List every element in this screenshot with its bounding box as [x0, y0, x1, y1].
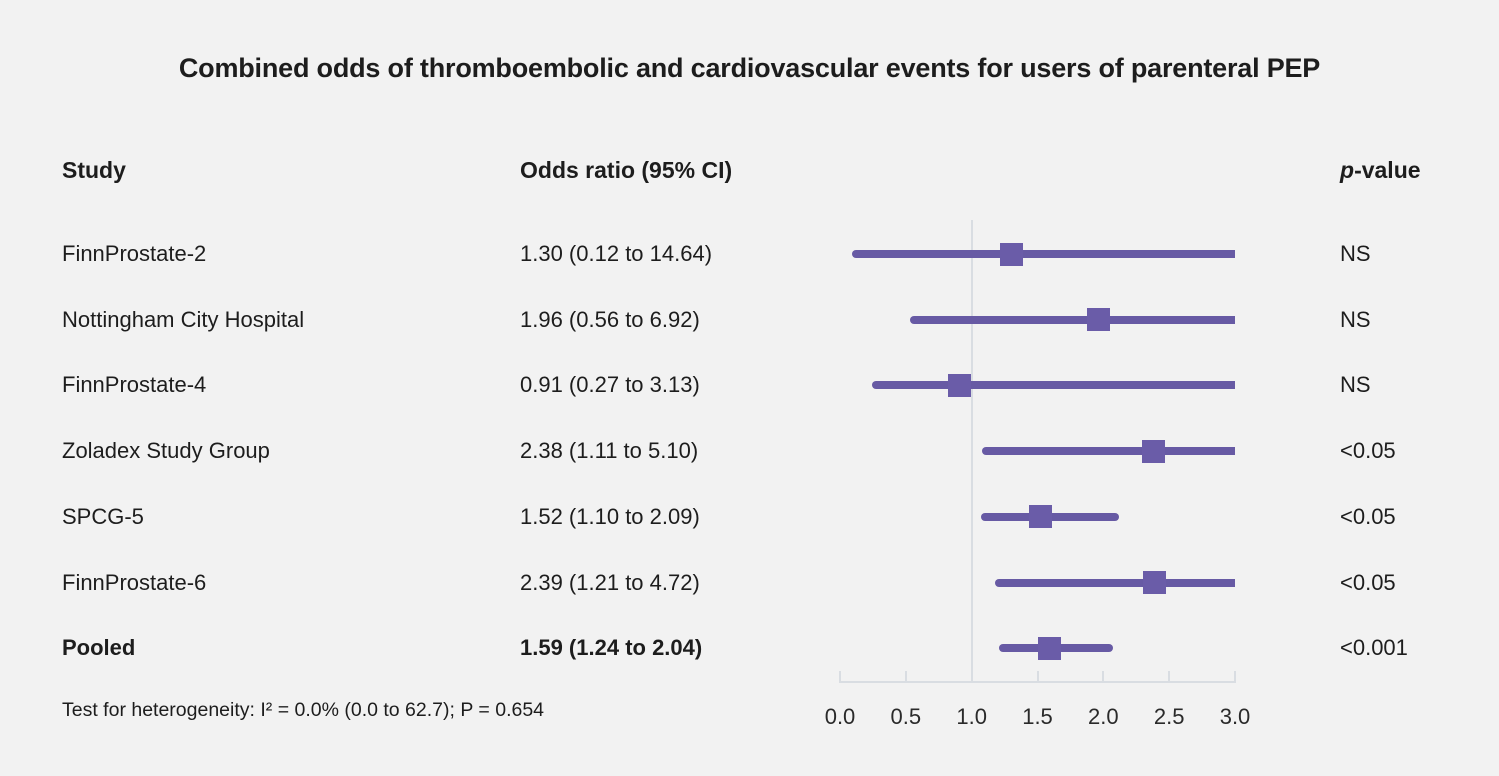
column-header-study: Study: [62, 157, 126, 183]
p-value-header-rest: -value: [1354, 157, 1421, 183]
chart-title: Combined odds of thromboembolic and card…: [178, 53, 1321, 83]
p-value: <0.05: [1340, 569, 1396, 595]
study-label: FinnProstate-4: [62, 372, 207, 398]
reference-line-1-0: [970, 220, 973, 683]
odds-ratio-value: 0.91 (0.27 to 3.13): [520, 372, 700, 398]
p-value: NS: [1340, 241, 1371, 266]
odds-ratio-value: 1.96 (0.56 to 6.92): [520, 306, 700, 332]
odds-ratio-value: 2.38 (1.11 to 5.10): [520, 438, 699, 464]
confidence-interval-line: [871, 381, 1235, 390]
p-value: NS: [1340, 306, 1371, 332]
study-label: SPCG-5: [62, 503, 144, 529]
p-value-header-italic-p: p: [1340, 157, 1355, 183]
study-label: Nottingham City Hospital: [62, 306, 305, 332]
p-value: <0.05: [1340, 438, 1396, 464]
odds-ratio-marker: [1143, 571, 1167, 594]
confidence-interval-line: [851, 250, 1235, 258]
p-value: NS: [1340, 372, 1371, 398]
x-axis-tick-label: 1.5: [1022, 704, 1053, 729]
x-axis-tick: [839, 671, 841, 683]
study-label: FinnProstate-2: [62, 241, 207, 266]
x-axis-tick-label: 0.0: [824, 704, 856, 729]
odds-ratio-marker: [948, 373, 972, 397]
x-axis-tick-label: 1.0: [956, 704, 987, 729]
x-axis-tick-label: 0.5: [890, 704, 922, 729]
x-axis-tick: [970, 671, 973, 683]
odds-ratio-marker: [1037, 636, 1061, 660]
study-label: Zoladex Study Group: [62, 438, 270, 464]
odds-ratio-value: 2.39 (1.21 to 4.72): [520, 569, 700, 595]
x-axis-tick: [1168, 671, 1171, 683]
x-axis-tick: [904, 671, 907, 683]
odds-ratio-value: 1.30 (0.12 to 14.64): [520, 241, 713, 266]
odds-ratio-marker: [999, 242, 1023, 266]
odds-ratio-value: 1.52 (1.10 to 2.09): [520, 503, 700, 529]
odds-ratio-marker: [1086, 308, 1110, 332]
p-value: <0.001: [1340, 635, 1408, 661]
x-axis-tick-label: 2.0: [1088, 704, 1119, 729]
x-axis-tick: [1234, 671, 1236, 683]
x-axis-tick-label: 2.5: [1153, 704, 1185, 729]
odds-ratio-marker: [1028, 505, 1052, 529]
column-header-odds-ratio: Odds ratio (95% CI): [520, 157, 733, 183]
study-label: FinnProstate-6: [62, 569, 207, 595]
heterogeneity-footnote: Test for heterogeneity: I² = 0.0% (0.0 t…: [62, 699, 545, 721]
confidence-interval-line: [909, 315, 1235, 324]
column-header-p-value: p-value: [1340, 153, 1421, 187]
confidence-interval-line: [995, 578, 1235, 587]
odds-ratio-marker: [1141, 439, 1165, 463]
x-axis-tick-label: 3.0: [1219, 704, 1251, 729]
study-label: Pooled: [62, 635, 136, 661]
p-value: <0.05: [1340, 503, 1396, 529]
x-axis-tick: [1102, 671, 1105, 683]
confidence-interval-line: [982, 447, 1235, 456]
x-axis-tick: [1036, 671, 1039, 683]
odds-ratio-value: 1.59 (1.24 to 2.04): [520, 635, 703, 661]
